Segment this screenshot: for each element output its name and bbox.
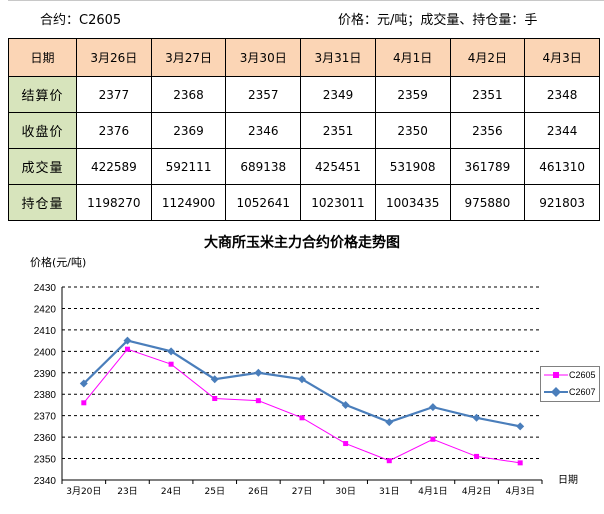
header-bar: 合约：C2605 价格：元/吨；成交量、持仓量：手 <box>8 0 604 34</box>
legend-item-c2607: C2607 <box>541 385 599 401</box>
x-tick-label: 25日 <box>205 486 225 497</box>
y-tick-label: 2390 <box>34 369 57 380</box>
legend-label: C2607 <box>569 387 596 397</box>
x-tick-label: 4月1日 <box>418 486 447 497</box>
data-point <box>343 441 349 447</box>
table-corner-cell: 日期 <box>8 38 77 77</box>
table-row: 成交量 422589 592111 689138 425451 531908 3… <box>8 148 600 185</box>
table-cell: 592111 <box>150 148 227 185</box>
x-axis-label: 日期 <box>558 475 578 486</box>
row-label: 收盘价 <box>8 112 77 149</box>
chart-legend: C2605 C2607 <box>540 366 600 402</box>
table-cell: 2377 <box>76 76 152 113</box>
y-tick-label: 2340 <box>34 476 57 487</box>
table-cell: 361789 <box>449 148 526 185</box>
y-tick-label: 2410 <box>34 326 57 337</box>
table-cell: 975880 <box>449 184 526 221</box>
x-tick-label: 27日 <box>292 486 312 497</box>
legend-label: C2605 <box>569 370 596 380</box>
legend-swatch-c2605 <box>544 372 568 378</box>
y-tick-label: 2370 <box>34 412 57 423</box>
table-cell: 2344 <box>524 112 600 149</box>
legend-item-c2605: C2605 <box>541 368 599 384</box>
y-tick-label: 2350 <box>34 455 57 466</box>
table-cell: 2368 <box>150 76 227 113</box>
chart-title: 大商所玉米主力合约价格走势图 <box>204 235 400 251</box>
y-tick-label: 2360 <box>34 433 57 444</box>
table-cell: 2350 <box>374 112 451 149</box>
date-header-cell: 4月1日 <box>374 38 451 77</box>
date-header-cell: 3月26日 <box>76 38 152 77</box>
table-header-row: 日期 3月26日 3月27日 3月30日 3月31日 4月1日 4月2日 4月3… <box>8 38 600 77</box>
contract-label: 合约：C2605 <box>40 13 122 28</box>
legend-swatch-c2607 <box>544 387 568 397</box>
data-point <box>516 422 525 431</box>
units-label: 价格：元/吨；成交量、持仓量：手 <box>338 13 538 28</box>
table-cell: 1198270 <box>76 184 152 221</box>
date-header-cell: 3月27日 <box>150 38 227 77</box>
date-header-cell: 4月3日 <box>524 38 600 77</box>
table-cell: 2376 <box>76 112 152 149</box>
date-header-cell: 3月30日 <box>225 38 302 77</box>
x-tick-label: 3月20日 <box>66 486 101 497</box>
table-cell: 921803 <box>524 184 600 221</box>
data-point <box>168 361 174 367</box>
table-cell: 2351 <box>449 76 526 113</box>
data-point <box>385 418 394 427</box>
table-cell: 2356 <box>449 112 526 149</box>
y-tick-label: 2400 <box>34 347 57 358</box>
y-axis-label: 价格(元/吨) <box>30 256 87 269</box>
price-table: 日期 3月26日 3月27日 3月30日 3月31日 4月1日 4月2日 4月3… <box>8 38 600 221</box>
data-point <box>210 375 219 384</box>
series-line-c2607 <box>83 339 521 428</box>
series-line-c2605 <box>83 348 521 464</box>
data-point <box>341 400 350 409</box>
data-point <box>167 347 176 356</box>
data-point <box>123 336 132 345</box>
y-tick-label: 2430 <box>34 283 57 294</box>
data-point <box>430 436 436 442</box>
data-point <box>212 396 218 402</box>
data-point <box>81 400 87 406</box>
data-point <box>386 458 392 464</box>
table-cell: 1124900 <box>150 184 227 221</box>
table-row: 结算价 2377 2368 2357 2349 2359 2351 2348 <box>8 76 600 113</box>
data-point <box>124 346 130 352</box>
data-point <box>472 413 481 422</box>
date-header-cell: 3月31日 <box>300 38 376 77</box>
data-point <box>255 398 261 404</box>
x-tick-label: 30日 <box>335 486 355 497</box>
y-tick-label: 2380 <box>34 390 57 401</box>
data-point <box>298 375 306 384</box>
row-label: 结算价 <box>8 76 77 113</box>
data-point <box>79 379 88 388</box>
table-cell: 531908 <box>374 148 451 185</box>
row-label: 成交量 <box>8 148 77 185</box>
x-tick-label: 24日 <box>161 486 181 497</box>
row-label: 持仓量 <box>8 184 77 221</box>
x-tick-label: 4月2日 <box>462 486 491 497</box>
data-point <box>254 368 263 377</box>
data-point <box>299 415 305 421</box>
table-cell: 1003435 <box>374 184 451 221</box>
x-tick-label: 23日 <box>117 486 137 497</box>
x-tick-label: 31日 <box>379 486 399 497</box>
x-tick-label: 26日 <box>248 486 268 497</box>
date-header-cell: 4月2日 <box>449 38 526 77</box>
table-cell: 1052641 <box>225 184 302 221</box>
y-tick-label: 2420 <box>34 304 57 315</box>
data-point <box>474 453 480 459</box>
data-point <box>517 460 523 466</box>
data-point <box>428 403 437 412</box>
table-row: 持仓量 1198270 1124900 1052641 1023011 1003… <box>8 184 600 221</box>
table-cell: 2348 <box>524 76 600 113</box>
x-tick-label: 4月3日 <box>505 486 534 497</box>
